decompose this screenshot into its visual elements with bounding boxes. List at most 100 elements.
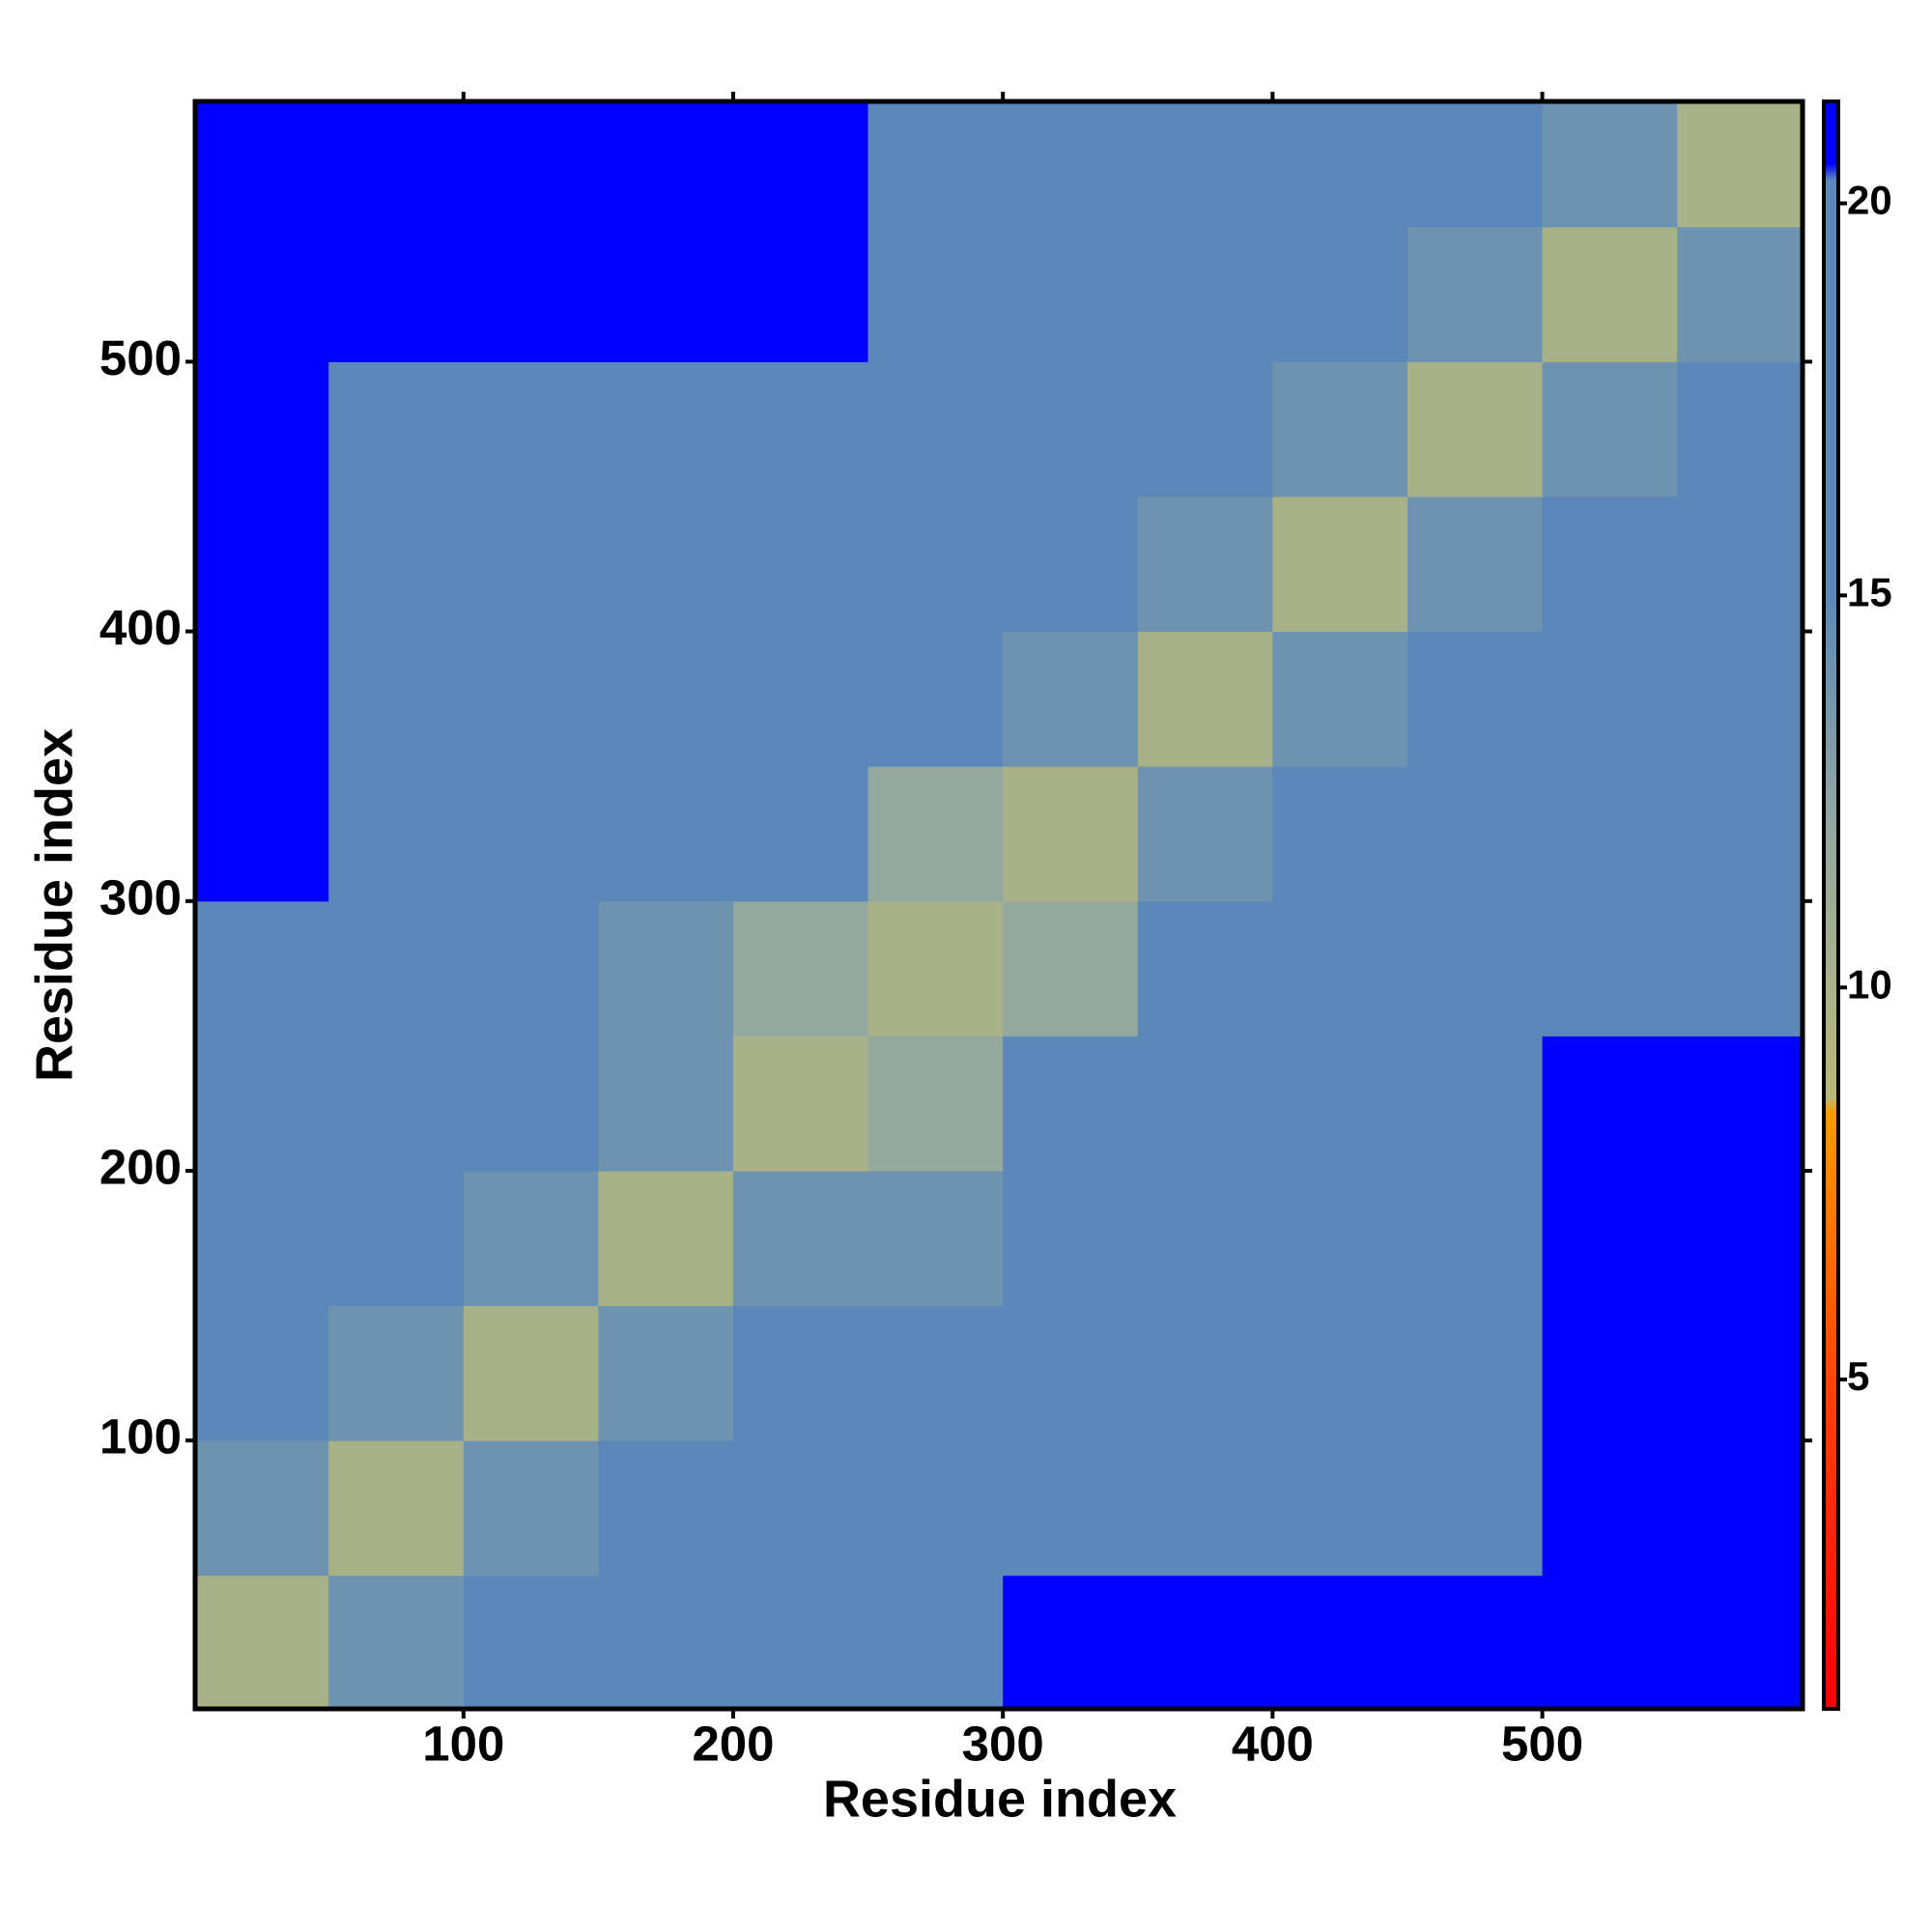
y-tick-label: 200 [99, 1139, 182, 1194]
heatmap-cell [1137, 101, 1273, 228]
heatmap-cell [867, 1171, 1004, 1307]
heatmap-cell [598, 1036, 734, 1172]
heatmap-cell [1677, 900, 1804, 1037]
heatmap-cell [463, 1440, 599, 1577]
heatmap-cell [598, 1575, 734, 1710]
heatmap-cell [1003, 1440, 1139, 1577]
heatmap-cell [598, 766, 734, 902]
heatmap-cell [1137, 766, 1273, 902]
heatmap-cell [867, 1305, 1004, 1441]
heatmap-cell [1542, 226, 1678, 362]
heatmap-cell [1272, 361, 1408, 497]
heatmap-cell [732, 1171, 869, 1307]
heatmap-cell [1406, 1171, 1544, 1307]
heatmap-cell [598, 101, 734, 228]
heatmap-cell [732, 900, 869, 1037]
heatmap-cell [732, 497, 869, 633]
heatmap-cell [1272, 631, 1408, 767]
heatmap-cell [328, 1171, 465, 1307]
heatmap-cell [732, 766, 869, 902]
heatmap-cell [1137, 1171, 1273, 1307]
heatmap-cell [867, 766, 1004, 902]
heatmap-cell [463, 1575, 599, 1710]
heatmap-cell [1003, 1036, 1139, 1172]
heatmap-cell [598, 497, 734, 633]
heatmap-cell [1406, 101, 1544, 228]
heatmap-cell [1677, 1171, 1804, 1307]
heatmap-cell [598, 900, 734, 1037]
heatmap-cell [195, 1171, 329, 1307]
heatmap-cell [1272, 766, 1408, 902]
heatmap-cell [328, 361, 465, 497]
heatmap-cell [867, 1575, 1004, 1710]
y-tick-label: 400 [99, 600, 182, 655]
heatmap-cell [1406, 226, 1544, 362]
heatmap-cell [1137, 631, 1273, 767]
heatmap-cell [195, 101, 329, 228]
heatmap-cell [463, 631, 599, 767]
heatmap-cell [1677, 361, 1804, 497]
heatmap-cell [328, 900, 465, 1037]
heatmap-cell [732, 1575, 869, 1710]
heatmap-cell [732, 101, 869, 228]
heatmap-cell [1542, 1171, 1678, 1307]
heatmap-cell [1003, 497, 1139, 633]
heatmap-cell [1003, 361, 1139, 497]
heatmap-cell [463, 497, 599, 633]
heatmap-cell [598, 1171, 734, 1307]
heatmap-cell [732, 1036, 869, 1172]
heatmap-cell [1272, 1036, 1408, 1172]
heatmap-cell [1137, 1575, 1273, 1710]
heatmap-cell [1542, 101, 1678, 228]
heatmap-cell [1542, 631, 1678, 767]
heatmap-cell [598, 361, 734, 497]
heatmap-cell [598, 1305, 734, 1441]
colorbar [1822, 99, 1840, 1711]
heatmap-cell [1677, 101, 1804, 228]
heatmap-cell [195, 1036, 329, 1172]
heatmap-cell [328, 101, 465, 228]
heatmap-cell [1137, 361, 1273, 497]
heatmap-cell [867, 1036, 1004, 1172]
heatmap-cell [1406, 1036, 1544, 1172]
x-tick-label: 400 [1232, 1716, 1314, 1771]
heatmap-cell [1003, 101, 1139, 228]
heatmap-cell [463, 1305, 599, 1441]
heatmap-cell [1272, 1440, 1408, 1577]
heatmap-cell [1003, 226, 1139, 362]
colorbar-tick-label: 5 [1847, 1353, 1869, 1399]
heatmap-cell [1677, 1440, 1804, 1577]
heatmap-cell [732, 631, 869, 767]
colorbar-tick-label: 15 [1847, 569, 1892, 614]
heatmap-cell [1677, 766, 1804, 902]
heatmap-cell [1272, 101, 1408, 228]
heatmap-cell [463, 1036, 599, 1172]
heatmap-cell [1542, 1575, 1678, 1710]
heatmap-cell [328, 1305, 465, 1441]
heatmap-cell [195, 900, 329, 1037]
heatmap-cell [195, 631, 329, 767]
heatmap-cell [867, 226, 1004, 362]
heatmap-cell [1137, 900, 1273, 1037]
heatmap-cell [867, 361, 1004, 497]
heatmap-cell [1003, 1575, 1139, 1710]
heatmap-cell [732, 226, 869, 362]
x-axis-label: Residue index [823, 1770, 1177, 1828]
x-tick-label: 500 [1501, 1716, 1583, 1771]
heatmap-cell [328, 631, 465, 767]
heatmap [195, 101, 1804, 1710]
heatmap-cell [732, 1440, 869, 1577]
heatmap-cell [1406, 766, 1544, 902]
heatmap-cell [328, 766, 465, 902]
heatmap-cell [1406, 1305, 1544, 1441]
y-tick-label: 300 [99, 869, 182, 924]
heatmap-cell [1542, 1305, 1678, 1441]
heatmap-cell [1406, 1440, 1544, 1577]
heatmap-cell [195, 226, 329, 362]
heatmap-cell [328, 497, 465, 633]
heatmap-cell [1677, 497, 1804, 633]
heatmap-cell [195, 1440, 329, 1577]
heatmap-cell [1137, 1036, 1273, 1172]
heatmap-cell [1137, 226, 1273, 362]
heatmap-cell [732, 1305, 869, 1441]
